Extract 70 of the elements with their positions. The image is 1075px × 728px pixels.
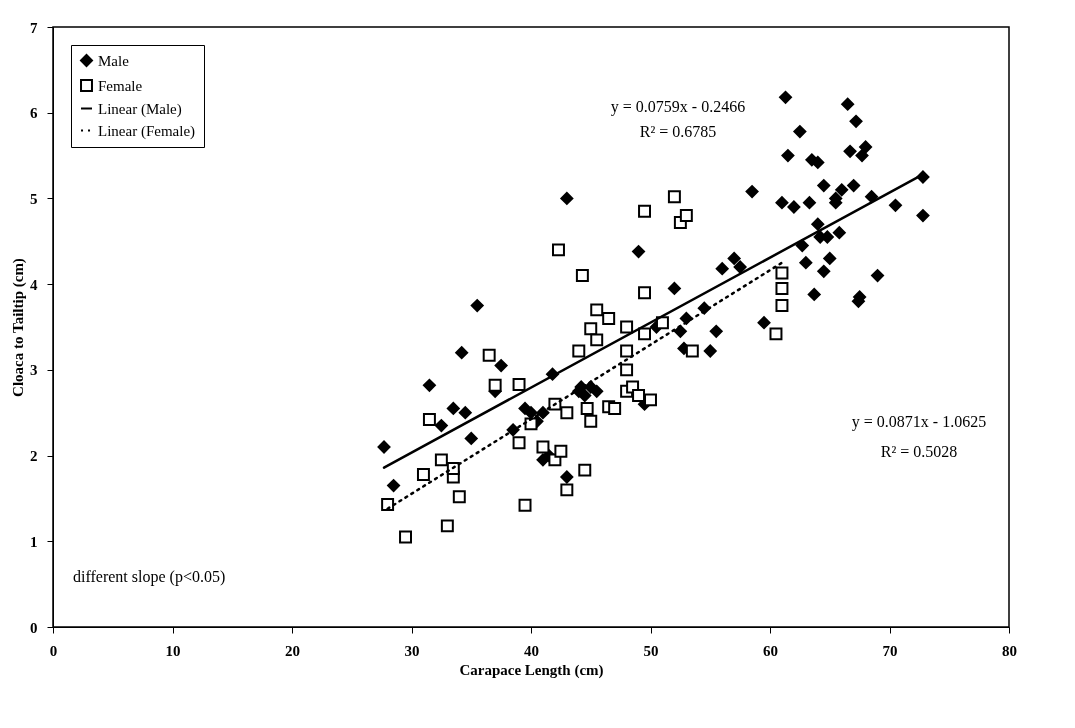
legend-label: Female — [98, 77, 143, 94]
x-tick-label: 40 — [524, 642, 539, 659]
point — [775, 266, 789, 280]
point — [685, 344, 699, 358]
point — [644, 393, 657, 407]
point — [602, 311, 616, 325]
point — [775, 299, 789, 313]
point — [575, 269, 589, 283]
legend-label: Male — [98, 52, 130, 69]
point — [434, 453, 448, 467]
point — [638, 327, 651, 341]
point — [590, 303, 604, 317]
point — [560, 483, 574, 497]
y-tick-label: 3 — [30, 362, 38, 379]
x-tick-label: 80 — [1002, 642, 1017, 659]
annotation: y = 0.0759x - 0.2466 — [610, 98, 746, 116]
y-tick-label: 4 — [30, 276, 38, 293]
point — [584, 414, 598, 428]
point — [416, 467, 430, 481]
y-tick-label: 7 — [30, 19, 38, 36]
point — [580, 401, 594, 415]
point — [452, 490, 466, 504]
x-tick-label: 70 — [882, 642, 898, 659]
point — [620, 363, 634, 377]
point — [422, 413, 436, 427]
annotation: y = 0.0871x - 1.0625 — [851, 413, 987, 431]
y-tick-label: 6 — [30, 105, 38, 122]
point — [512, 377, 526, 391]
point — [572, 344, 586, 358]
x-tick-label: 0 — [49, 642, 58, 659]
point — [584, 322, 598, 336]
y-tick-label: 0 — [30, 619, 38, 636]
point — [620, 344, 634, 358]
point — [440, 519, 454, 533]
point — [620, 320, 634, 334]
y-axis-title: Cloaca to Tailtip (cm) — [10, 258, 27, 397]
point — [667, 190, 681, 204]
y-tick-label: 1 — [30, 533, 38, 550]
y-tick-label: 5 — [30, 190, 38, 207]
point — [775, 281, 789, 295]
annotation: R² = 0.6785 — [639, 123, 717, 140]
x-tick-label: 30 — [404, 642, 420, 659]
point — [512, 436, 526, 450]
point — [608, 401, 622, 415]
legend-label: Linear (Male) — [98, 100, 182, 118]
x-tick-label: 60 — [763, 642, 778, 659]
point — [638, 204, 651, 218]
x-tick-label: 50 — [643, 642, 659, 659]
point — [482, 348, 496, 362]
y-tick-label: 2 — [30, 448, 38, 465]
point — [536, 440, 550, 454]
legend-label: Linear (Female) — [98, 122, 196, 140]
point — [590, 333, 604, 347]
point — [655, 316, 669, 330]
point — [552, 243, 565, 257]
point — [679, 209, 693, 223]
point — [488, 378, 502, 392]
annotation: different slope (p<0.05) — [73, 568, 226, 586]
point — [578, 463, 592, 477]
point — [769, 327, 783, 341]
point — [554, 444, 568, 458]
x-axis-title: Carapace Length (cm) — [459, 661, 604, 679]
x-tick-label: 10 — [165, 642, 181, 659]
point — [518, 498, 532, 512]
point — [638, 286, 651, 300]
annotation: R² = 0.5028 — [880, 443, 958, 460]
point — [560, 406, 574, 420]
x-tick-label: 20 — [285, 642, 300, 659]
point — [399, 530, 412, 544]
point — [632, 389, 646, 403]
